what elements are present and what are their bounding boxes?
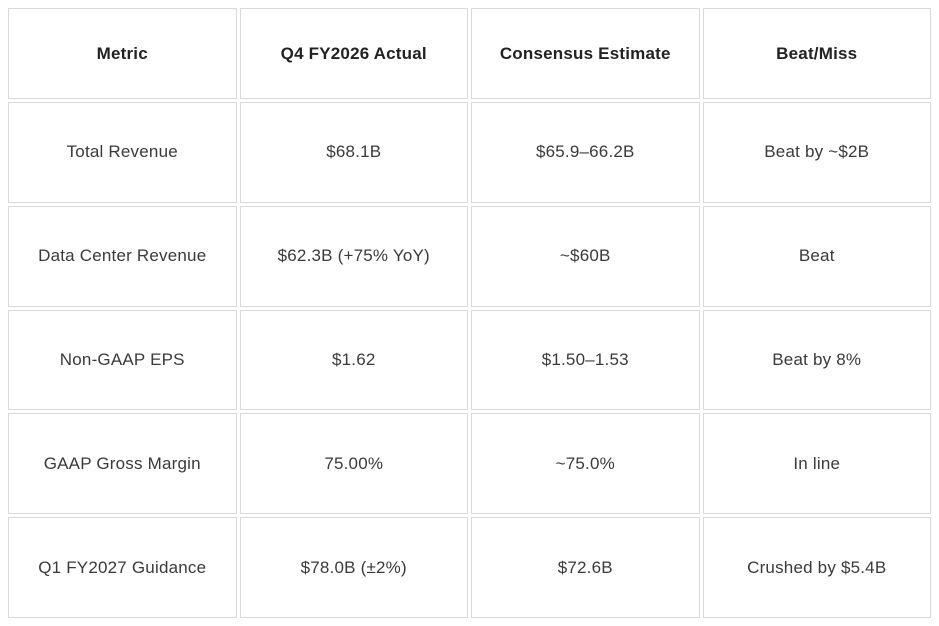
cell-consensus: $65.9–66.2B	[471, 102, 700, 203]
cell-consensus: ~$60B	[471, 205, 700, 307]
cell-metric: GAAP Gross Margin	[8, 413, 237, 515]
earnings-comparison-table: Metric Q4 FY2026 Actual Consensus Estima…	[5, 5, 934, 621]
cell-beat-miss: Crushed by $5.4B	[702, 517, 931, 618]
table-row: Non-GAAP EPS $1.62 $1.50–1.53 Beat by 8%	[8, 309, 931, 411]
cell-consensus: $1.50–1.53	[471, 309, 700, 411]
table-row: GAAP Gross Margin 75.00% ~75.0% In line	[8, 413, 931, 515]
cell-beat-miss: In line	[702, 413, 931, 515]
cell-beat-miss: Beat by 8%	[702, 309, 931, 411]
cell-actual: 75.00%	[239, 413, 468, 515]
table-row: Data Center Revenue $62.3B (+75% YoY) ~$…	[8, 205, 931, 307]
cell-metric: Total Revenue	[8, 102, 237, 203]
table-row: Q1 FY2027 Guidance $78.0B (±2%) $72.6B C…	[8, 517, 931, 618]
cell-actual: $68.1B	[239, 102, 468, 203]
cell-consensus: $72.6B	[471, 517, 700, 618]
cell-actual: $62.3B (+75% YoY)	[239, 205, 468, 307]
header-row: Metric Q4 FY2026 Actual Consensus Estima…	[8, 8, 931, 99]
column-header-metric: Metric	[8, 8, 237, 99]
column-header-consensus: Consensus Estimate	[471, 8, 700, 99]
table-row: Total Revenue $68.1B $65.9–66.2B Beat by…	[8, 102, 931, 203]
cell-metric: Data Center Revenue	[8, 205, 237, 307]
cell-beat-miss: Beat	[702, 205, 931, 307]
cell-metric: Non-GAAP EPS	[8, 309, 237, 411]
column-header-beat-miss: Beat/Miss	[702, 8, 931, 99]
cell-actual: $1.62	[239, 309, 468, 411]
cell-actual: $78.0B (±2%)	[239, 517, 468, 618]
column-header-actual: Q4 FY2026 Actual	[239, 8, 468, 99]
cell-consensus: ~75.0%	[471, 413, 700, 515]
cell-metric: Q1 FY2027 Guidance	[8, 517, 237, 618]
cell-beat-miss: Beat by ~$2B	[702, 102, 931, 203]
